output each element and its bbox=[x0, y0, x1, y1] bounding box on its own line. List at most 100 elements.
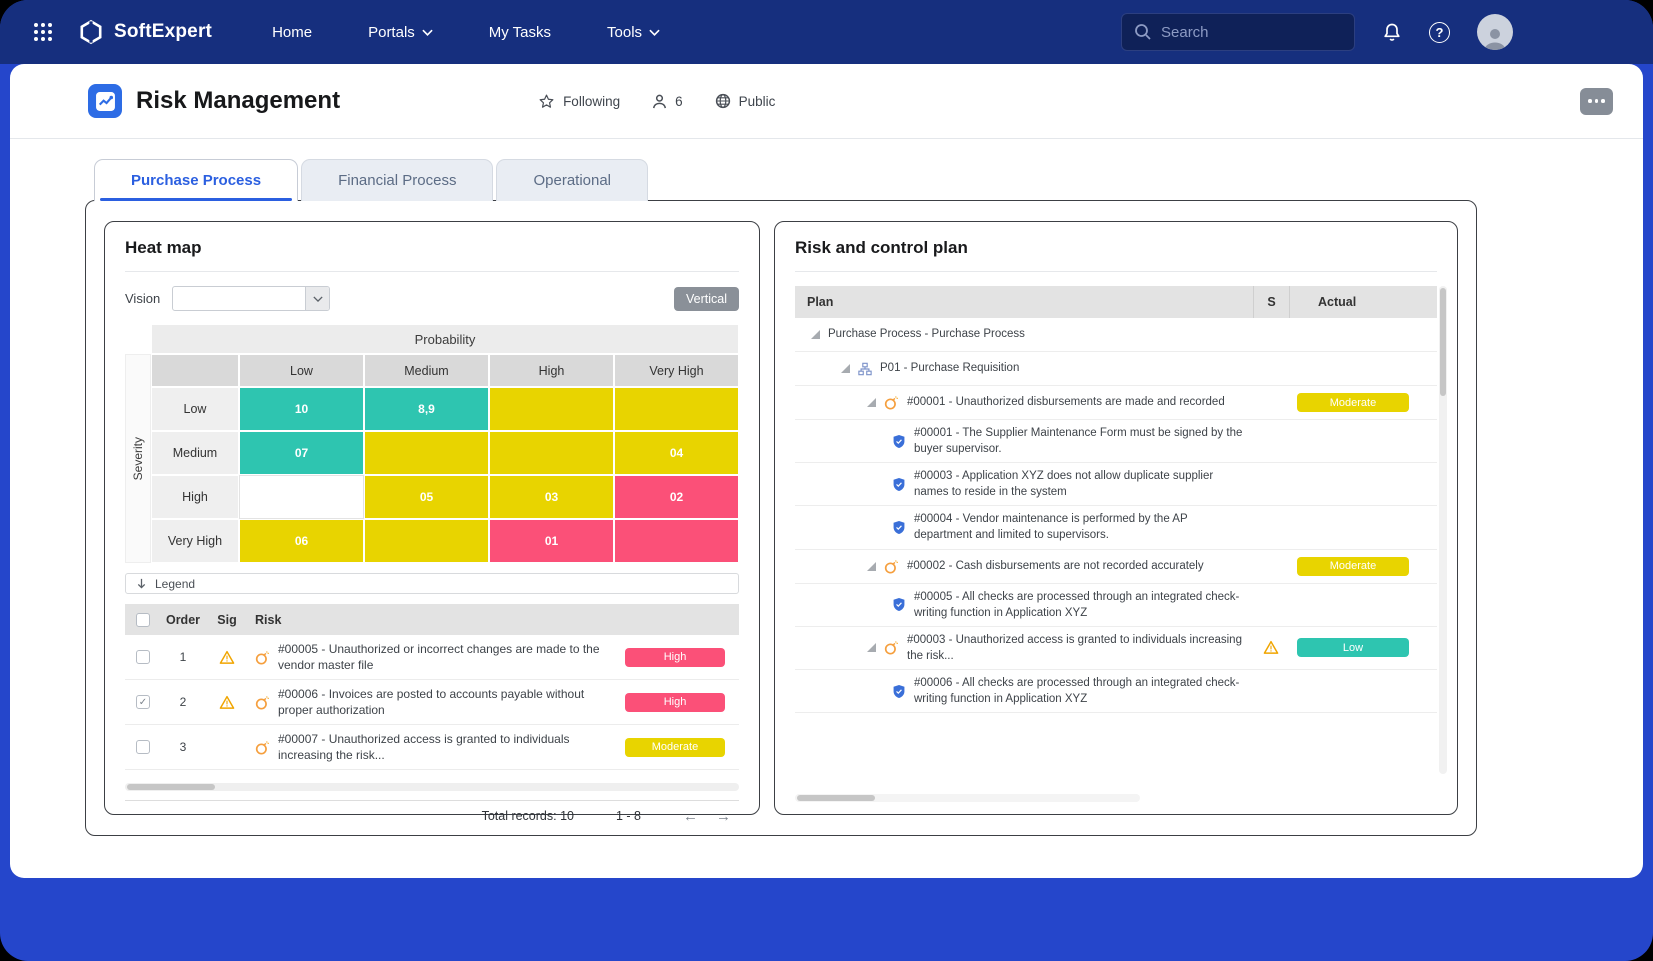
select-chevron-icon[interactable] bbox=[305, 287, 330, 310]
nav-item-home[interactable]: Home bbox=[272, 23, 313, 41]
heatmap-cell[interactable] bbox=[239, 475, 364, 519]
horizontal-scrollbar[interactable] bbox=[125, 783, 739, 791]
heatmap-cell[interactable]: 02 bbox=[614, 475, 739, 519]
user-avatar[interactable] bbox=[1477, 14, 1513, 50]
risk-table-row[interactable]: 1 #00005 - Unauthorized or incorrect cha… bbox=[125, 635, 739, 680]
prev-page-arrow-icon[interactable]: ← bbox=[683, 807, 698, 825]
plan-row-process[interactable]: P01 - Purchase Requisition bbox=[795, 352, 1437, 386]
heatmap-cell[interactable]: 06 bbox=[239, 519, 364, 563]
probability-axis-label: Probability bbox=[151, 324, 739, 354]
actual-severity-badge: Low bbox=[1297, 638, 1409, 658]
heatmap-cell[interactable]: 04 bbox=[614, 431, 739, 475]
row-checkbox[interactable] bbox=[136, 650, 150, 664]
heatmap-cell[interactable]: 03 bbox=[489, 475, 614, 519]
plan-row-control[interactable]: #00006 - All checks are processed throug… bbox=[795, 670, 1437, 714]
vision-label: Vision bbox=[125, 291, 161, 306]
plan-row-risk[interactable]: #00001 - Unauthorized disbursements are … bbox=[795, 386, 1437, 420]
plan-row-control[interactable]: #00003 - Application XYZ does not allow … bbox=[795, 463, 1437, 507]
help-icon[interactable]: ? bbox=[1429, 21, 1450, 43]
heatmap-panel: Heat map Vision Vertical Probability Sev… bbox=[104, 221, 760, 825]
chevron-down-icon bbox=[422, 29, 433, 36]
risk-management-app-icon bbox=[88, 84, 122, 118]
row-checkbox[interactable] bbox=[136, 740, 150, 754]
orientation-button[interactable]: Vertical bbox=[674, 286, 739, 311]
warning-icon bbox=[219, 650, 235, 665]
nav-links: Home Portals My Tasks Tools bbox=[272, 24, 660, 41]
legend-label: Legend bbox=[155, 576, 196, 591]
sig-column-header: Sig bbox=[217, 612, 237, 627]
tab-content-panel: Heat map Vision Vertical Probability Sev… bbox=[85, 200, 1477, 836]
nav-right-cluster: ? bbox=[1121, 13, 1513, 51]
tree-expand-icon[interactable] bbox=[811, 330, 820, 339]
tab-purchase-process[interactable]: Purchase Process bbox=[94, 159, 299, 201]
heatmap-cell[interactable] bbox=[489, 431, 614, 475]
risk-description: #00005 - Unauthorized or incorrect chang… bbox=[278, 641, 600, 672]
select-all-checkbox[interactable] bbox=[136, 612, 150, 627]
heatmap-cell[interactable]: 01 bbox=[489, 519, 614, 563]
main-content: Risk Management Following 6 bbox=[10, 64, 1643, 878]
tree-expand-icon[interactable] bbox=[867, 398, 876, 407]
nav-item-tools[interactable]: Tools bbox=[607, 24, 660, 41]
members-count[interactable]: 6 bbox=[652, 94, 683, 109]
tab-operational[interactable]: Operational bbox=[496, 159, 649, 201]
nav-item-portals[interactable]: Portals bbox=[368, 24, 433, 41]
plan-row-risk[interactable]: #00003 - Unauthorized access is granted … bbox=[795, 627, 1437, 670]
vertical-scrollbar[interactable] bbox=[1439, 286, 1447, 774]
control-label: #00005 - All checks are processed throug… bbox=[914, 590, 1240, 619]
col-header-very-high: Very High bbox=[614, 354, 739, 387]
vision-row: Vision Vertical bbox=[125, 286, 739, 311]
risk-description: #00006 - Invoices are posted to accounts… bbox=[278, 686, 585, 717]
risk-table-row[interactable]: 2 #00006 - Invoices are posted to accoun… bbox=[125, 680, 739, 725]
scrollbar-thumb[interactable] bbox=[797, 795, 875, 801]
plan-row-control[interactable]: #00004 - Vendor maintenance is performed… bbox=[795, 506, 1437, 550]
next-page-arrow-icon[interactable]: → bbox=[716, 807, 731, 825]
risk-label: #00001 - Unauthorized disbursements are … bbox=[907, 396, 1225, 409]
legend-collapse-bar[interactable]: Legend bbox=[125, 573, 739, 594]
heatmap-cell[interactable]: 10 bbox=[239, 387, 364, 431]
risk-description: #00007 - Unauthorized access is granted … bbox=[278, 731, 570, 762]
search-input[interactable] bbox=[1161, 23, 1342, 41]
tab-financial-process[interactable]: Financial Process bbox=[301, 159, 494, 201]
vision-select[interactable] bbox=[172, 286, 331, 311]
bomb-icon bbox=[884, 640, 899, 655]
page-title: Risk Management bbox=[136, 87, 341, 114]
search-icon bbox=[1134, 23, 1152, 41]
scrollbar-thumb[interactable] bbox=[1440, 288, 1446, 396]
scrollbar-thumb[interactable] bbox=[127, 784, 215, 790]
plan-row-risk[interactable]: #00002 - Cash disbursements are not reco… bbox=[795, 550, 1437, 584]
actual-severity-badge: Moderate bbox=[1297, 393, 1409, 412]
app-grid-icon[interactable] bbox=[34, 23, 52, 41]
heatmap-cell[interactable] bbox=[364, 431, 489, 475]
risk-table-row[interactable]: 3 #00007 - Unauthorized access is grante… bbox=[125, 725, 739, 770]
search-box[interactable] bbox=[1121, 13, 1355, 51]
risk-column-header: Risk bbox=[255, 612, 282, 627]
horizontal-scrollbar[interactable] bbox=[795, 794, 1140, 802]
heatmap-cell[interactable] bbox=[489, 387, 614, 431]
visibility-setting[interactable]: Public bbox=[715, 93, 775, 109]
more-options-button[interactable] bbox=[1580, 87, 1613, 115]
tree-expand-icon[interactable] bbox=[867, 643, 876, 653]
nav-item-my-tasks[interactable]: My Tasks bbox=[488, 23, 552, 41]
heatmap-cell[interactable]: 8,9 bbox=[364, 387, 489, 431]
heatmap-cell[interactable] bbox=[614, 387, 739, 431]
heatmap-cell[interactable]: 05 bbox=[364, 475, 489, 519]
heatmap-cell[interactable]: 07 bbox=[239, 431, 364, 475]
heatmap-cell[interactable] bbox=[614, 519, 739, 563]
tree-expand-icon[interactable] bbox=[867, 561, 876, 571]
header-meta: Following 6 Public bbox=[538, 93, 775, 110]
following-toggle[interactable]: Following bbox=[538, 93, 620, 110]
brand-logo[interactable]: SoftExpert bbox=[78, 19, 212, 45]
row-checkbox[interactable] bbox=[136, 695, 150, 709]
plan-row-control[interactable]: #00001 - The Supplier Maintenance Form m… bbox=[795, 420, 1437, 464]
plan-row-group[interactable]: Purchase Process - Purchase Process bbox=[795, 318, 1437, 352]
bomb-icon bbox=[255, 650, 270, 665]
plan-row-control[interactable]: #00005 - All checks are processed throug… bbox=[795, 584, 1437, 627]
page-range: 1 - 8 bbox=[615, 809, 641, 823]
notifications-bell-icon[interactable] bbox=[1382, 22, 1402, 43]
page-header: Risk Management Following 6 bbox=[10, 64, 1643, 138]
order-column-header: Order bbox=[165, 612, 201, 627]
shield-icon bbox=[892, 434, 906, 449]
heatmap-cell[interactable] bbox=[364, 519, 489, 563]
tree-expand-icon[interactable] bbox=[841, 364, 850, 373]
